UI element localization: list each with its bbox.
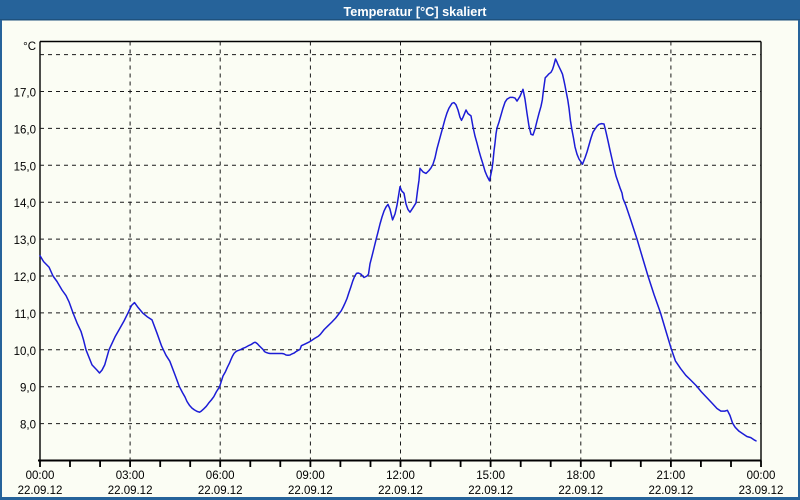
svg-text:22.09.12: 22.09.12: [108, 485, 153, 497]
svg-text:22.09.12: 22.09.12: [18, 485, 63, 497]
svg-text:22.09.12: 22.09.12: [378, 485, 423, 497]
svg-text:15:00: 15:00: [476, 470, 505, 482]
svg-text:°C: °C: [23, 41, 36, 53]
svg-text:22.09.12: 22.09.12: [198, 485, 243, 497]
svg-text:12,0: 12,0: [14, 272, 36, 284]
svg-text:13,0: 13,0: [14, 235, 36, 247]
svg-text:23.09.12: 23.09.12: [739, 485, 784, 497]
svg-text:16,0: 16,0: [14, 124, 36, 136]
svg-text:22.09.12: 22.09.12: [468, 485, 513, 497]
svg-text:18:00: 18:00: [566, 470, 595, 482]
svg-text:9,0: 9,0: [20, 383, 36, 395]
svg-text:00:00: 00:00: [747, 470, 776, 482]
svg-text:11,0: 11,0: [14, 309, 36, 321]
svg-text:Temperatur [°C] skaliert: Temperatur [°C] skaliert: [343, 5, 487, 19]
svg-text:21:00: 21:00: [657, 470, 686, 482]
svg-text:22.09.12: 22.09.12: [558, 485, 603, 497]
svg-text:17,0: 17,0: [14, 88, 36, 100]
svg-text:14,0: 14,0: [14, 198, 36, 210]
svg-text:22.09.12: 22.09.12: [288, 485, 333, 497]
svg-text:09:00: 09:00: [296, 470, 325, 482]
svg-text:00:00: 00:00: [26, 470, 55, 482]
svg-text:8,0: 8,0: [20, 420, 36, 432]
svg-text:10,0: 10,0: [14, 346, 36, 358]
svg-text:12:00: 12:00: [386, 470, 415, 482]
svg-text:03:00: 03:00: [116, 470, 145, 482]
svg-text:06:00: 06:00: [206, 470, 235, 482]
svg-text:22.09.12: 22.09.12: [649, 485, 694, 497]
svg-text:15,0: 15,0: [14, 161, 36, 173]
